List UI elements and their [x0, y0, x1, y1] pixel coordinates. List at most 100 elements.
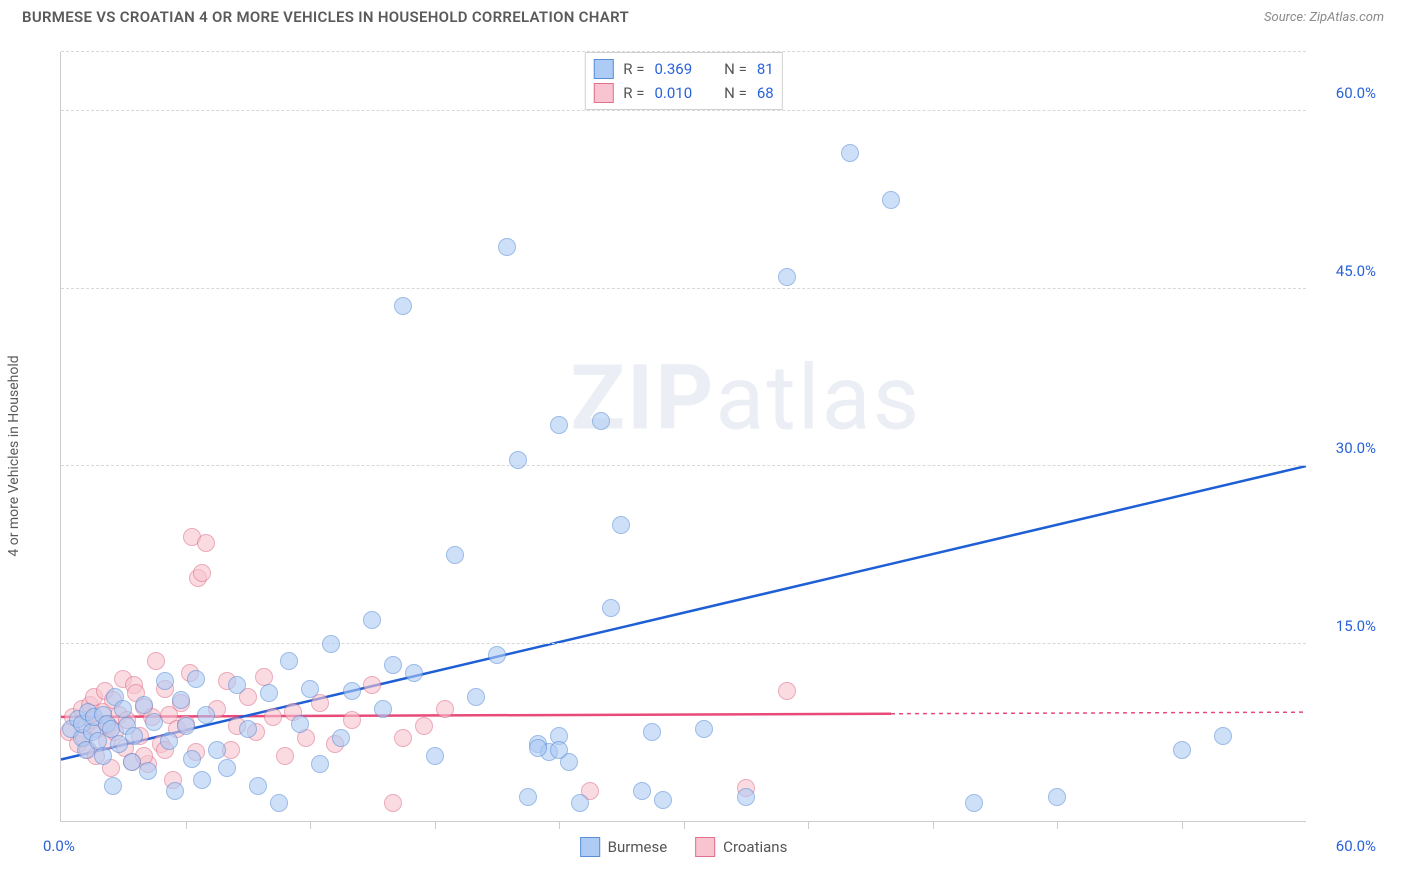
swatch-croatians	[593, 83, 613, 103]
scatter-point-burmese	[94, 747, 112, 765]
scatter-point-burmese	[177, 717, 195, 735]
scatter-point-burmese	[1173, 741, 1191, 759]
scatter-point-burmese	[612, 516, 630, 534]
scatter-point-burmese	[239, 720, 257, 738]
x-tick	[1057, 821, 1058, 829]
scatter-point-burmese	[187, 670, 205, 688]
y-tick-label: 60.0%	[1336, 84, 1376, 102]
scatter-point-burmese	[737, 788, 755, 806]
correlation-chart: 4 or more Vehicles in Household ZIPatlas…	[20, 40, 1386, 872]
scatter-point-croatians	[394, 729, 412, 747]
scatter-point-burmese	[208, 741, 226, 759]
scatter-point-croatians	[255, 668, 273, 686]
scatter-point-burmese	[778, 268, 796, 286]
scatter-point-burmese	[218, 759, 236, 777]
x-axis-min-label: 0.0%	[43, 837, 75, 855]
scatter-point-burmese	[363, 611, 381, 629]
source-credit: Source: ZipAtlas.com	[1264, 10, 1384, 25]
x-tick	[310, 821, 311, 829]
scatter-point-burmese	[633, 782, 651, 800]
scatter-point-croatians	[193, 564, 211, 582]
x-tick	[559, 821, 560, 829]
scatter-point-burmese	[260, 684, 278, 702]
scatter-point-burmese	[104, 777, 122, 795]
gridline	[61, 110, 1306, 111]
swatch-croatians-icon	[695, 837, 715, 857]
scatter-point-croatians	[363, 676, 381, 694]
legend-label: Burmese	[608, 838, 668, 856]
scatter-point-burmese	[156, 672, 174, 690]
scatter-point-burmese	[249, 777, 267, 795]
x-tick	[1182, 821, 1183, 829]
scatter-point-burmese	[654, 791, 672, 809]
scatter-point-burmese	[183, 750, 201, 768]
scatter-point-croatians	[436, 700, 454, 718]
scatter-point-burmese	[160, 732, 178, 750]
legend-label: Croatians	[723, 838, 787, 856]
scatter-point-burmese	[509, 451, 527, 469]
y-axis-label: 4 or more Vehicles in Household	[6, 355, 22, 556]
scatter-point-burmese	[291, 715, 309, 733]
scatter-point-croatians	[343, 711, 361, 729]
scatter-point-burmese	[135, 696, 153, 714]
scatter-point-burmese	[139, 762, 157, 780]
scatter-point-burmese	[301, 680, 319, 698]
scatter-point-burmese	[965, 794, 983, 812]
scatter-point-burmese	[280, 652, 298, 670]
scatter-point-burmese	[1048, 788, 1066, 806]
gridline	[61, 51, 1306, 52]
scatter-point-burmese	[311, 755, 329, 773]
scatter-point-burmese	[322, 635, 340, 653]
scatter-point-burmese	[602, 599, 620, 617]
scatter-point-burmese	[550, 741, 568, 759]
scatter-point-burmese	[332, 729, 350, 747]
y-tick-label: 30.0%	[1336, 439, 1376, 457]
y-tick-label: 45.0%	[1336, 262, 1376, 280]
scatter-point-burmese	[550, 416, 568, 434]
scatter-point-burmese	[467, 688, 485, 706]
gridline	[61, 643, 1306, 644]
scatter-point-burmese	[374, 700, 392, 718]
scatter-point-burmese	[384, 656, 402, 674]
scatter-point-burmese	[488, 646, 506, 664]
y-tick-label: 15.0%	[1336, 617, 1376, 635]
scatter-point-burmese	[695, 720, 713, 738]
scatter-point-croatians	[778, 682, 796, 700]
scatter-point-burmese	[197, 706, 215, 724]
scatter-point-burmese	[426, 747, 444, 765]
gridline	[61, 288, 1306, 289]
scatter-point-croatians	[147, 652, 165, 670]
x-tick	[933, 821, 934, 829]
scatter-point-burmese	[643, 723, 661, 741]
scatter-point-burmese	[592, 412, 610, 430]
x-tick	[684, 821, 685, 829]
scatter-point-croatians	[415, 717, 433, 735]
scatter-point-burmese	[125, 727, 143, 745]
scatter-point-croatians	[264, 708, 282, 726]
scatter-point-burmese	[882, 191, 900, 209]
legend-item-croatians: Croatians	[695, 837, 787, 857]
scatter-point-burmese	[114, 700, 132, 718]
swatch-burmese-icon	[580, 837, 600, 857]
scatter-point-burmese	[172, 691, 190, 709]
scatter-point-burmese	[166, 782, 184, 800]
watermark: ZIPatlas	[570, 346, 921, 451]
gridline	[61, 465, 1306, 466]
scatter-point-burmese	[519, 788, 537, 806]
x-tick	[808, 821, 809, 829]
swatch-burmese	[593, 59, 613, 79]
x-axis-max-label: 60.0%	[1336, 837, 1376, 855]
x-tick	[186, 821, 187, 829]
scatter-point-burmese	[405, 664, 423, 682]
scatter-point-burmese	[841, 144, 859, 162]
scatter-point-croatians	[276, 747, 294, 765]
scatter-point-burmese	[571, 794, 589, 812]
scatter-point-burmese	[1214, 727, 1232, 745]
scatter-point-burmese	[228, 676, 246, 694]
scatter-point-burmese	[145, 713, 163, 731]
scatter-point-burmese	[270, 794, 288, 812]
stats-row-croatians: R = 0.010 N = 68	[593, 81, 773, 105]
scatter-point-croatians	[384, 794, 402, 812]
x-tick	[435, 821, 436, 829]
page-title: BURMESE VS CROATIAN 4 OR MORE VEHICLES I…	[22, 8, 629, 26]
